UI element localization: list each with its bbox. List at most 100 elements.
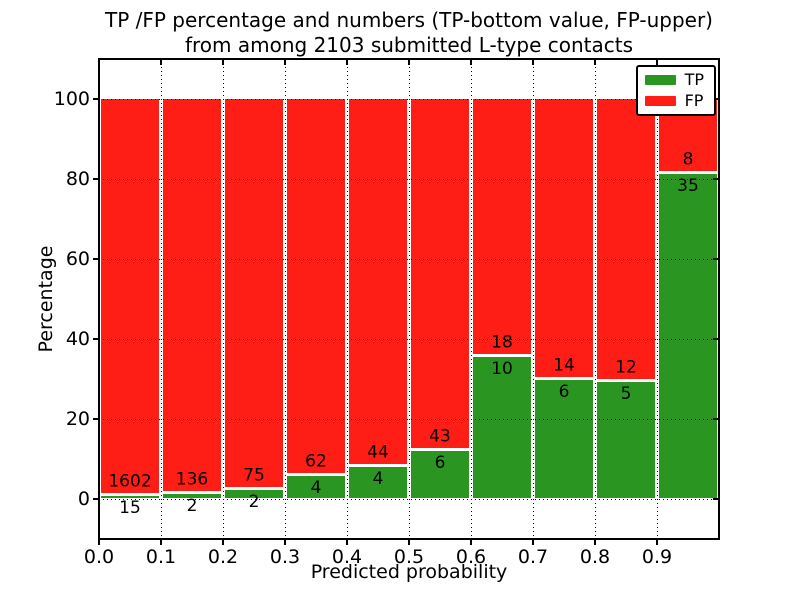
bar-label-fp-4: 44 [367, 441, 389, 462]
legend-item-tp: TP [644, 70, 704, 89]
bar-label-fp-2: 75 [243, 464, 265, 485]
x-tick-top-0.7 [532, 59, 534, 65]
legend-label-tp: TP [684, 70, 704, 89]
bar-label-tp-3: 4 [310, 477, 322, 498]
gridline-v-8 [595, 59, 596, 539]
bar-label-tp-5: 6 [434, 453, 446, 474]
bar-label-fp-3: 62 [305, 451, 327, 472]
x-tick-0.2 [222, 539, 224, 545]
gridline-v-6 [471, 59, 472, 539]
y-tick-100 [93, 98, 99, 100]
legend-swatch-fp-icon [644, 96, 676, 106]
bar-segment-tp-0 [101, 495, 159, 499]
chart-title-line2: from among 2103 submitted L-type contact… [184, 33, 634, 57]
x-axis-label: Predicted probability [310, 561, 508, 583]
y-tick-right-0 [713, 498, 719, 500]
bar-label-tp-8: 5 [620, 384, 632, 405]
bar-segment-fp-1 [163, 99, 221, 494]
y-tick-right-20 [713, 418, 719, 420]
x-tick-top-0.3 [284, 59, 286, 65]
bar-segment-tp-7 [535, 379, 593, 499]
x-tick-0.6 [470, 539, 472, 545]
bar-segment-fp-0 [101, 99, 159, 496]
x-tick-label-0.1: 0.1 [145, 546, 177, 568]
y-tick-right-100 [713, 98, 719, 100]
x-tick-label-0.8: 0.8 [579, 546, 611, 568]
bar-label-fp-0: 1602 [108, 471, 152, 492]
y-tick-label-20: 20 [65, 408, 90, 430]
y-tick-20 [93, 418, 99, 420]
x-tick-top-0.8 [594, 59, 596, 65]
bar-segment-tp-4 [349, 465, 407, 499]
bar-label-fp-5: 43 [429, 426, 451, 447]
bar-segment-fp-8 [597, 99, 655, 382]
plot-area: 1602 15 136 2 75 2 62 4 44 4 43 6 18 10 14 6 12 5 8 35 0.0 0.… [54, 59, 719, 568]
bar-segment-fp-5 [411, 99, 469, 451]
x-tick-0.3 [284, 539, 286, 545]
x-tick-top-0.6 [470, 59, 472, 65]
bar-label-tp-0: 15 [119, 498, 141, 519]
bar-segment-tp-8 [597, 381, 655, 499]
x-tick-top-0.5 [408, 59, 410, 65]
x-tick-label-0.3: 0.3 [269, 546, 301, 568]
y-tick-right-40 [713, 338, 719, 340]
gridline-v-1 [161, 59, 162, 539]
bar-label-tp-2: 2 [248, 491, 260, 512]
chart-title: TP /FP percentage and numbers (TP-bottom… [99, 8, 719, 58]
x-tick-top-0.9 [656, 59, 658, 65]
x-tick-label-0.0: 0.0 [83, 546, 115, 568]
legend-item-fp: FP [644, 93, 704, 109]
bar-segment-fp-7 [535, 99, 593, 379]
bar-segment-tp-1 [163, 493, 221, 499]
bar-segment-tp-3 [287, 474, 345, 499]
x-tick-0.5 [408, 539, 410, 545]
gridline-v-5 [409, 59, 410, 539]
gridline-v-9 [657, 59, 658, 539]
gridline-v-3 [285, 59, 286, 539]
x-tick-label-0.2: 0.2 [207, 546, 239, 568]
bar-label-fp-7: 14 [553, 355, 575, 376]
y-tick-label-80: 80 [65, 168, 90, 190]
x-tick-top-0.1 [160, 59, 162, 65]
y-tick-label-60: 60 [65, 248, 90, 270]
y-axis-label: Percentage [35, 245, 57, 353]
x-tick-0.0 [98, 539, 100, 545]
gridline-v-4 [347, 59, 348, 539]
chart-title-line1: TP /FP percentage and numbers (TP-bottom… [105, 8, 713, 32]
bar-segment-fp-4 [349, 99, 407, 466]
gridline-v-7 [533, 59, 534, 539]
y-tick-right-80 [713, 178, 719, 180]
bar-segment-fp-2 [225, 99, 283, 489]
bar-label-tp-4: 4 [372, 468, 384, 489]
bar-label-fp-9: 8 [682, 149, 694, 170]
y-tick-label-100: 100 [53, 88, 90, 110]
bar-label-fp-6: 18 [491, 332, 513, 353]
bar-label-fp-1: 136 [175, 469, 209, 490]
x-tick-label-0.9: 0.9 [641, 546, 673, 568]
x-tick-0.9 [656, 539, 658, 545]
bar-label-tp-6: 10 [491, 359, 513, 380]
bar-segment-fp-3 [287, 99, 345, 475]
x-tick-label-0.6: 0.6 [455, 546, 487, 568]
bar-label-tp-9: 35 [677, 176, 699, 197]
y-tick-60 [93, 258, 99, 260]
x-tick-0.7 [532, 539, 534, 545]
bar-segment-tp-5 [411, 450, 469, 499]
bar-segment-fp-6 [473, 99, 531, 357]
y-tick-40 [93, 338, 99, 340]
x-tick-label-0.4: 0.4 [331, 546, 363, 568]
x-tick-top-0.2 [222, 59, 224, 65]
x-tick-0.1 [160, 539, 162, 545]
y-tick-label-0: 0 [77, 488, 90, 510]
x-tick-top-0.0 [98, 59, 100, 65]
x-tick-0.4 [346, 539, 348, 545]
y-tick-right-60 [713, 258, 719, 260]
bar-segment-tp-2 [225, 488, 283, 499]
x-tick-top-0.4 [346, 59, 348, 65]
bar-label-tp-1: 2 [186, 496, 198, 517]
y-tick-0 [93, 498, 99, 500]
x-tick-0.8 [594, 539, 596, 545]
y-tick-label-40: 40 [65, 328, 90, 350]
legend: TP FP [635, 65, 716, 116]
bar-label-fp-8: 12 [615, 357, 637, 378]
